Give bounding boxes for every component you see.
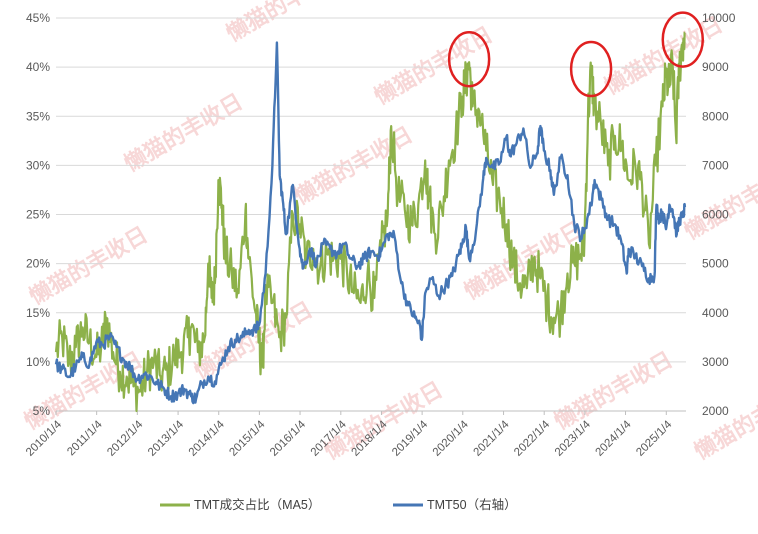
series-layer: [54, 31, 687, 413]
x-tick-label: 2011/1/4: [65, 418, 105, 458]
series-line-tmt50: [54, 41, 687, 405]
left-y-tick-label: 40%: [26, 60, 50, 74]
left-y-tick-label: 10%: [26, 355, 50, 369]
left-y-tick-label: 15%: [26, 306, 50, 320]
watermark-text: 懒猫的丰收日: [550, 347, 677, 435]
right-y-tick-label: 6000: [702, 208, 729, 222]
left-y-tick-label: 35%: [26, 109, 50, 123]
watermark-text: 懒猫的丰收日: [190, 297, 317, 385]
x-tick-label: 2015/1/4: [227, 418, 268, 459]
right-y-axis: 2000 3000 4000 5000 6000 7000 8000 9000 10000: [702, 11, 736, 418]
left-y-tick-label: 5%: [33, 404, 51, 418]
gridlines: [56, 17, 686, 412]
left-y-tick-label: 45%: [26, 11, 50, 25]
legend-label-tmt-ratio: TMT成交占比（MA5）: [194, 497, 320, 512]
peak-circles: [447, 11, 705, 98]
x-tick-label: 2024/1/4: [593, 418, 634, 459]
left-y-tick-label: 25%: [26, 208, 50, 222]
x-tick-label: 2016/1/4: [268, 418, 309, 459]
x-tick-label: 2021/1/4: [472, 418, 513, 459]
watermark-text: 懒猫的丰收日: [690, 377, 758, 465]
left-y-axis: 5% 10% 15% 20% 25% 30% 35% 40% 45%: [26, 11, 50, 418]
x-tick-label: 2013/1/4: [146, 418, 187, 459]
legend-label-tmt50: TMT50（右轴）: [427, 497, 517, 512]
right-y-tick-label: 4000: [702, 306, 729, 320]
right-y-tick-label: 9000: [702, 60, 729, 74]
x-tick-label: 2014/1/4: [187, 418, 228, 459]
left-y-tick-label: 20%: [26, 257, 50, 271]
x-tick-label: 2020/1/4: [431, 418, 472, 459]
right-y-tick-label: 3000: [702, 355, 729, 369]
right-y-tick-label: 10000: [702, 11, 736, 25]
x-tick-label: 2025/1/4: [634, 418, 675, 459]
peak-highlight-circle: [447, 30, 491, 88]
peak-highlight-circle: [661, 11, 705, 68]
left-y-tick-label: 30%: [26, 158, 50, 172]
right-y-tick-label: 2000: [702, 404, 729, 418]
right-y-tick-label: 5000: [702, 257, 729, 271]
right-y-tick-label: 7000: [702, 158, 729, 172]
peak-highlight-circle: [569, 40, 613, 98]
right-y-tick-label: 8000: [702, 109, 729, 123]
watermark-text: 懒猫的丰收日: [222, 0, 349, 46]
watermark-text: 懒猫的丰收日: [120, 89, 247, 177]
legend: TMT成交占比（MA5） TMT50（右轴）: [160, 497, 517, 512]
x-tick-label: 2022/1/4: [512, 418, 553, 459]
x-tick-label: 2012/1/4: [105, 418, 146, 459]
